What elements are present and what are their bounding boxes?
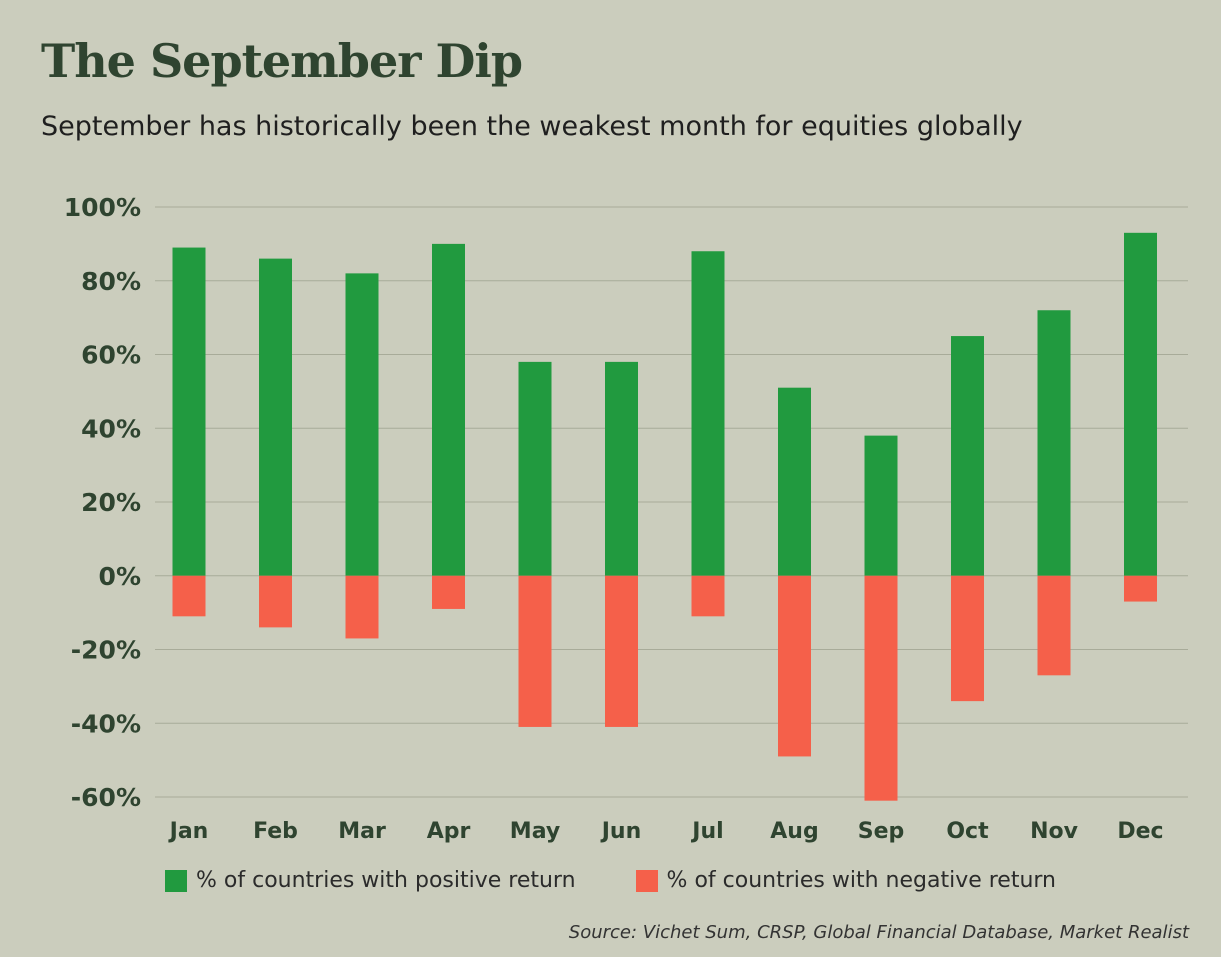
bar-positive-sep <box>864 435 898 576</box>
bar-positive-feb <box>259 258 292 576</box>
y-tick-label: 80% <box>81 267 141 296</box>
bar-positive-may <box>518 361 552 576</box>
bar-positive-apr <box>432 243 465 576</box>
bar-negative-jan <box>172 575 206 617</box>
bar-positive-jun <box>605 361 638 576</box>
y-axis-ticks: 100% 80% 60% 40% 20% 0% -20% -40% -60% <box>64 193 141 812</box>
x-tick-label: Feb <box>253 819 298 844</box>
x-tick-label: Jun <box>600 819 642 844</box>
bar-negative-oct <box>951 575 984 702</box>
bar-negative-jul <box>691 575 725 617</box>
bar-positive-jan <box>172 247 206 576</box>
bar-positive-nov <box>1037 310 1071 576</box>
legend-label-positive: % of countries with positive return <box>196 868 576 893</box>
bar-negative-may <box>518 575 552 727</box>
y-tick-label: 20% <box>81 488 141 517</box>
bar-negative-jun <box>605 575 638 727</box>
x-axis-ticks: Jan Feb Mar Apr May Jun Jul Aug Sep Oct Nov Dec <box>168 819 1164 844</box>
bars <box>172 232 1157 801</box>
legend-label-negative: % of countries with negative return <box>666 868 1057 893</box>
x-tick-label: Oct <box>946 819 989 844</box>
gridlines <box>155 206 1188 798</box>
y-tick-label: -40% <box>71 709 141 738</box>
bar-negative-apr <box>432 575 465 609</box>
bar-negative-dec <box>1124 575 1157 602</box>
bar-positive-jul <box>691 251 725 576</box>
y-tick-label: -60% <box>71 783 141 812</box>
y-tick-label: 40% <box>81 414 141 443</box>
y-tick-label: 100% <box>64 193 141 222</box>
legend-swatch-negative <box>635 869 658 892</box>
x-tick-label: Apr <box>427 819 471 844</box>
bar-positive-aug <box>778 387 811 576</box>
legend-item-positive: % of countries with positive return <box>165 868 576 893</box>
bar-negative-sep <box>864 575 898 801</box>
x-tick-label: Jan <box>168 819 209 844</box>
bar-positive-oct <box>951 336 984 576</box>
legend-item-negative: % of countries with negative return <box>635 868 1057 893</box>
bar-negative-feb <box>259 575 292 628</box>
x-tick-label: May <box>510 819 560 844</box>
bar-negative-nov <box>1037 575 1071 676</box>
y-tick-label: -20% <box>71 636 141 665</box>
x-tick-label: Sep <box>858 819 905 844</box>
bar-positive-dec <box>1124 232 1157 576</box>
bar-positive-mar <box>345 273 379 576</box>
bar-negative-mar <box>345 575 379 639</box>
x-tick-label: Nov <box>1030 819 1079 844</box>
legend-swatch-positive <box>165 869 187 892</box>
chart-title: The September Dip <box>41 34 523 88</box>
x-tick-label: Jul <box>690 819 723 844</box>
chart-subtitle: September has historically been the weak… <box>41 111 1023 142</box>
x-tick-label: Aug <box>770 819 818 844</box>
y-tick-label: 0% <box>99 562 141 591</box>
x-tick-label: Dec <box>1117 819 1163 844</box>
legend: % of countries with positive return % of… <box>165 868 1056 893</box>
y-tick-label: 60% <box>81 341 141 370</box>
x-tick-label: Mar <box>338 819 386 844</box>
bar-negative-aug <box>778 575 811 757</box>
source-note: Source: Vichet Sum, CRSP, Global Financi… <box>568 922 1189 943</box>
